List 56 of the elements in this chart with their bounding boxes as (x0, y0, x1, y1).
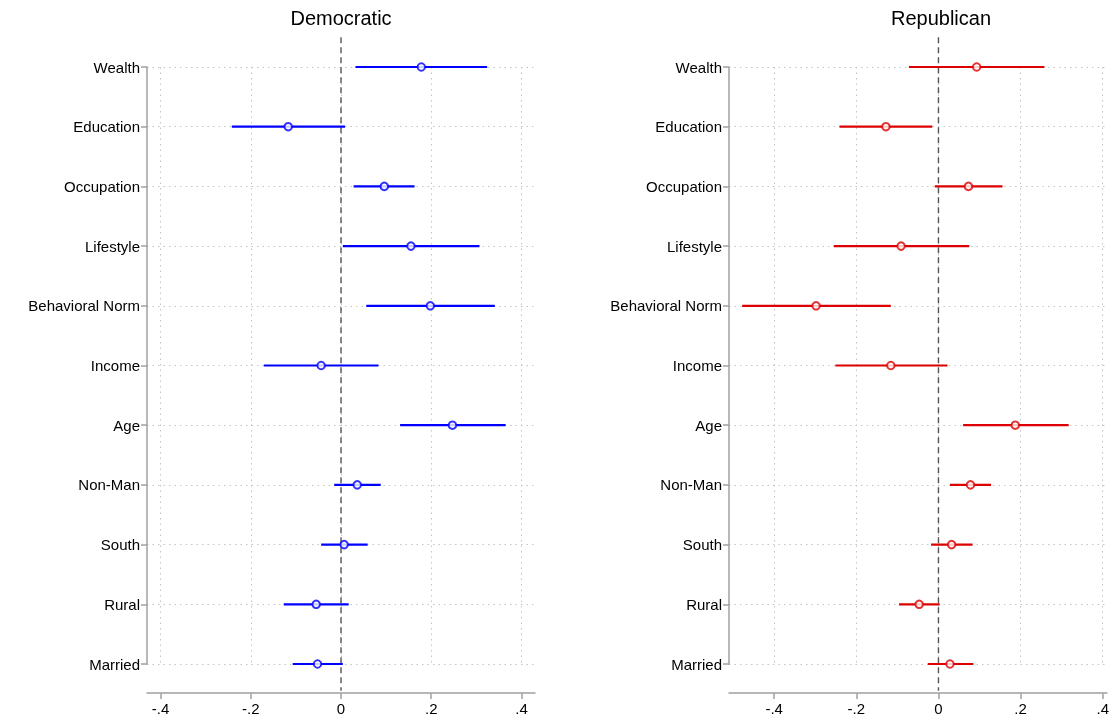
point (352, 480, 362, 490)
y-tick-label: South (100, 536, 140, 554)
y-tick-label: Wealth (675, 58, 722, 76)
point (1010, 420, 1021, 430)
point (416, 62, 427, 72)
x-tick-label: -.2 (847, 700, 866, 717)
point (316, 360, 326, 371)
y-tick-label: Lifestyle (666, 237, 722, 255)
point (283, 121, 293, 132)
x-tick-label: .2 (1014, 700, 1027, 717)
point (425, 301, 436, 311)
y-tick-label: Income (672, 357, 722, 374)
x-tick-label: 0 (336, 700, 346, 717)
point (339, 539, 349, 550)
y-tick-label: Married (89, 655, 140, 673)
chart-title: Republican (890, 7, 992, 29)
point (312, 659, 323, 669)
y-tick-label: Age (695, 416, 722, 434)
point (946, 539, 957, 550)
y-tick-label: Occupation (64, 177, 140, 195)
point (971, 62, 982, 72)
x-tick-label: .2 (424, 700, 438, 717)
x-tick-label: -.2 (242, 700, 260, 717)
y-tick-label: Education (655, 118, 722, 136)
y-tick-label: Occupation (646, 177, 722, 195)
point (406, 241, 416, 251)
x-tick-label: 0 (934, 700, 943, 717)
chart-title: Democratic (290, 7, 392, 29)
point (963, 181, 974, 192)
x-tick-label: .4 (515, 700, 528, 717)
y-tick-label: Wealth (93, 58, 140, 76)
point (896, 241, 906, 251)
point (881, 121, 891, 132)
point (886, 360, 896, 371)
y-tick-label: Lifestyle (84, 237, 140, 255)
point (447, 420, 458, 430)
y-tick-label: Age (113, 416, 140, 434)
point (914, 599, 924, 610)
y-tick-label: Education (73, 118, 140, 136)
point (311, 599, 321, 610)
y-tick-label: South (682, 536, 722, 554)
y-tick-label: Behavioral Norm (28, 297, 140, 315)
y-tick-label: Married (671, 655, 722, 673)
y-tick-label: Income (90, 357, 140, 374)
point (379, 181, 390, 192)
x-tick-label: -.4 (151, 700, 170, 717)
point (811, 301, 821, 311)
y-tick-label: Non-Man (660, 476, 722, 494)
y-tick-label: Behavioral Norm (610, 297, 722, 315)
y-tick-label: Rural (686, 595, 722, 613)
point (945, 659, 955, 669)
point (965, 480, 976, 490)
x-tick-label: .4 (1096, 700, 1109, 717)
y-tick-label: Non-Man (78, 476, 140, 494)
y-tick-label: Rural (104, 595, 140, 613)
x-tick-label: -.4 (765, 700, 783, 717)
